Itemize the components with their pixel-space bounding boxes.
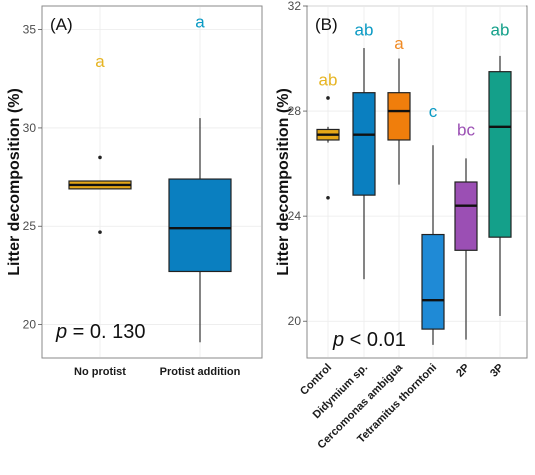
panel-a-label: (A)	[50, 15, 73, 34]
panel-b-sig-letter-tetramitus-thorntoni: c	[429, 102, 438, 121]
panel-b-y-axis: 20 24 28 32	[288, 0, 307, 328]
panel-a-boxes: aa	[68, 13, 232, 343]
panel-b-box-cercomonas-ambigua	[387, 92, 411, 141]
panel-a-sig-letter-no-protist: a	[95, 52, 105, 71]
panel-b-sig-letter-didymium-sp: ab	[355, 21, 374, 40]
panel-b-boxes: ab ab a cbc ab	[316, 21, 512, 345]
panel-b-y-axis-label: Litter decomposition (%)	[275, 88, 292, 276]
panel-b-box-tetramitus-thorntoni	[421, 233, 445, 330]
panel-a-y-tick-label-25: 25	[23, 219, 37, 233]
panel-b-sig-letter-control: ab	[319, 71, 338, 90]
panel-b-sig-letter-2p: bc	[457, 120, 475, 139]
panel-a-outlier-no-protist-0	[98, 155, 102, 160]
panel-a-x-label-no-protist: No protist	[74, 366, 126, 378]
panel-a-outlier-no-protist-1	[98, 230, 102, 234]
panel-b-outlier-control-1	[326, 195, 330, 200]
panel-b-x-label-3p: 3P	[488, 362, 506, 380]
panel-b-box-3p	[488, 71, 512, 238]
panel-b-p-value: p < 0.01	[332, 329, 406, 351]
panel-a-sig-letter-protist-addition: a	[195, 13, 205, 32]
panel-a-box-protist-addition	[168, 178, 232, 273]
panel-b-y-tick-label-32: 32	[288, 0, 302, 13]
panel-b-label: (B)	[315, 15, 338, 34]
panel-a-y-axis: 20 25 30 35	[23, 23, 42, 332]
panel-b-x-label-2p: 2P	[454, 362, 472, 380]
panel-a-x-label-protist-addition: Protist addition	[160, 366, 241, 378]
panel-b-box-didymium-sp	[352, 92, 376, 196]
panel-a-y-tick-label-20: 20	[23, 318, 37, 332]
panel-b-y-tick-label-20: 20	[288, 314, 302, 328]
panel-b-sig-letter-cercomonas-ambigua: a	[394, 34, 404, 53]
panel-a-x-axis: No protist Protist addition	[74, 366, 241, 378]
panel-a-y-tick-label-30: 30	[23, 121, 37, 135]
panel-b-y-tick-label-28: 28	[288, 104, 302, 118]
panel-a-y-tick-label-35: 35	[23, 23, 37, 37]
panel-b-box-2p	[454, 181, 478, 251]
panel-a-y-axis-label: Litter decomposition (%)	[6, 88, 23, 276]
panel-b-y-tick-label-24: 24	[288, 209, 302, 223]
panel-b-outlier-control-0	[326, 96, 330, 100]
panel-b-x-label-control: Control	[298, 362, 334, 398]
panel-a-p-value: p = 0. 130	[55, 321, 146, 343]
panel-b-sig-letter-3p: ab	[491, 21, 510, 40]
